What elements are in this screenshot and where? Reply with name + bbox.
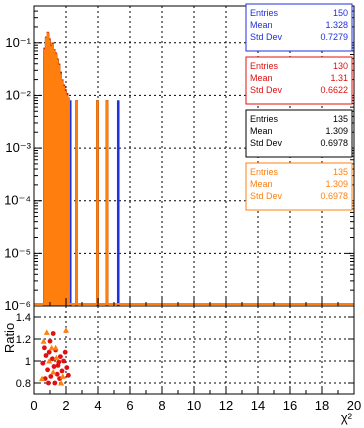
ratio-grid (34, 306, 354, 394)
stats-box (245, 109, 353, 158)
histogram-bar (116, 100, 120, 307)
stats-value: 1.309 (325, 179, 348, 189)
y-tick-label: 0.8 (16, 378, 31, 390)
stats-value: 0.7279 (320, 32, 348, 42)
x-tick-label: 14 (251, 398, 265, 413)
x-tick-label: 4 (94, 398, 101, 413)
stats-label: Entries (250, 114, 279, 124)
y-tick-label: 10⁻⁴ (4, 193, 31, 208)
y-tick-label: 1.2 (16, 334, 31, 346)
stats-label: Mean (250, 73, 273, 83)
ratio-point (50, 331, 56, 336)
stats-value: 0.6978 (320, 138, 348, 148)
x-tick-label: 10 (187, 398, 201, 413)
stats-value: 135 (333, 167, 348, 177)
stats-label: Mean (250, 20, 273, 30)
main-y-axis: 10⁻⁶ 10⁻⁵ 10⁻⁴ 10⁻³ 10⁻² 10⁻¹ (4, 10, 354, 313)
ratio-point (58, 354, 63, 359)
ratio-point (59, 368, 65, 374)
ratio-point (51, 364, 57, 369)
x-tick-label: 8 (158, 398, 165, 413)
histogram-bar (75, 100, 78, 307)
ratio-point (43, 329, 50, 335)
x-tick-label: 16 (283, 398, 297, 413)
ratio-point (66, 372, 71, 378)
ratio-point (59, 373, 66, 379)
y-tick-label: 10⁻¹ (5, 35, 31, 50)
ratio-points (39, 327, 71, 386)
ratio-point (54, 371, 60, 377)
ratio-y-label: Ratio (2, 323, 17, 353)
ratio-y-axis: 0.8 1 1.2 1.4 (16, 312, 354, 390)
x-tick-label: 0 (30, 398, 37, 413)
histogram-bar (67, 97, 70, 307)
ratio-point (46, 349, 52, 355)
histogram-bar (96, 100, 99, 307)
ratio-point (52, 344, 59, 351)
ratio-point (46, 380, 51, 386)
ratio-point (61, 358, 66, 364)
stats-label: Std Dev (250, 85, 283, 95)
y-tick-label: 1.4 (16, 312, 31, 324)
stats-label: Std Dev (250, 138, 283, 148)
ratio-point (46, 358, 53, 364)
ratio-point (55, 363, 61, 368)
ratio-point (53, 354, 60, 361)
stats-label: Mean (250, 126, 273, 136)
stats-label: Entries (250, 61, 279, 71)
ratio-point (47, 338, 53, 344)
ratio-point (64, 365, 70, 370)
x-axis-label: χ² (341, 410, 353, 425)
x-tick-label: 12 (219, 398, 233, 413)
ratio-point (50, 356, 55, 362)
ratio-point (48, 344, 55, 351)
stats-value: 1.31 (330, 73, 348, 83)
stats-label: Std Dev (250, 191, 283, 201)
stats-value: 130 (333, 61, 348, 71)
ratio-point (40, 338, 47, 344)
histogram-bar (105, 100, 109, 307)
x-tick-label: 2 (62, 398, 69, 413)
x-tick-label: 6 (126, 398, 133, 413)
stats-value: 1.309 (325, 126, 348, 136)
stats-label: Entries (250, 167, 279, 177)
ratio-point (52, 380, 58, 386)
ratio-point (63, 327, 69, 333)
ratio-frame (33, 305, 355, 395)
stats-box (245, 162, 353, 211)
y-tick-label: 10⁻³ (5, 140, 31, 155)
y-tick-label: 1 (25, 356, 31, 368)
x-axis: 0 2 4 6 8 10 12 14 16 18 20 (30, 298, 361, 413)
y-tick-label: 10⁻² (5, 87, 31, 102)
stats-value: 150 (333, 8, 348, 18)
ratio-point (42, 345, 47, 351)
ratio-point (48, 374, 54, 379)
ratio-point (62, 349, 68, 355)
stats-value: 1.328 (325, 20, 348, 30)
y-tick-label: 10⁻⁵ (4, 245, 31, 260)
x-tick-label: 20 (347, 398, 361, 413)
stats-value: 0.6622 (320, 85, 348, 95)
stats-label: Entries (250, 8, 279, 18)
ratio-point (39, 375, 45, 382)
stats-value: 135 (333, 114, 348, 124)
stats-boxes: Entries 150 Mean 1.328 Std Dev 0.7279 Entries 1… (245, 3, 353, 211)
stats-value: 0.6978 (320, 191, 348, 201)
stats-box (245, 3, 353, 52)
stats-label: Mean (250, 179, 273, 189)
y-tick-label: 10⁻⁶ (4, 298, 31, 313)
ratio-point (50, 369, 57, 375)
ratio-point (58, 380, 65, 386)
ratio-point (45, 367, 50, 373)
stats-label: Std Dev (250, 32, 283, 42)
ratio-point (43, 353, 49, 358)
ratio-point (40, 360, 46, 366)
x-tick-label: 18 (315, 398, 329, 413)
stats-box (245, 56, 353, 105)
